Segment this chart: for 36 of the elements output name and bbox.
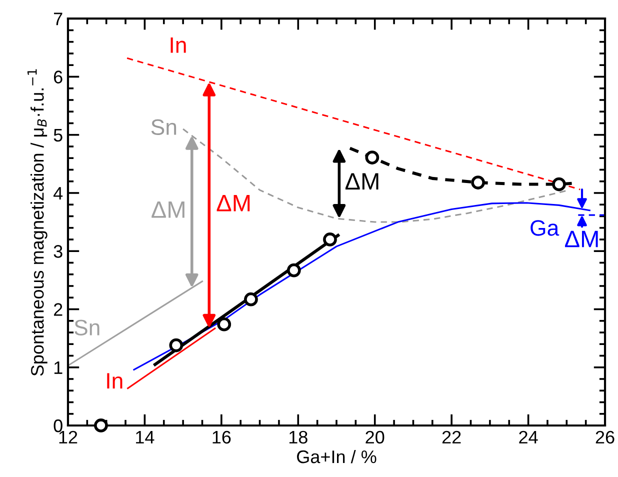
y-tick-label: 1 <box>54 361 62 374</box>
annotation: ΔM <box>345 173 378 190</box>
y-axis-title: Spontaneous magnetization / μ$_{B}$·f.u.$^{−1}$ <box>27 69 48 376</box>
point <box>94 418 108 432</box>
point <box>244 292 258 306</box>
point <box>286 263 301 278</box>
series-label: Sn <box>151 119 176 136</box>
y-tick-label: 5 <box>54 128 62 142</box>
annotation: ΔM <box>564 230 598 248</box>
y-tick-label: 3 <box>54 245 62 258</box>
x-tick-label: 18 <box>289 430 308 444</box>
point <box>323 232 337 246</box>
series-label: Sn <box>74 320 100 336</box>
point <box>471 176 485 190</box>
y-tick-label: 4 <box>53 187 63 200</box>
y-tick-label: 6 <box>54 70 62 84</box>
x-tick-label: 12 <box>59 430 78 444</box>
x-tick-label: 14 <box>136 431 154 444</box>
point <box>552 177 566 192</box>
series-label: In <box>107 373 122 388</box>
y-tick-label: 2 <box>54 303 62 316</box>
point <box>365 150 380 164</box>
x-tick-label: 16 <box>212 430 231 444</box>
series-label: In <box>170 37 186 53</box>
annotation: ΔM <box>216 195 250 212</box>
y-tick-label: 0 <box>54 419 62 432</box>
x-axis-title: Ga+In / % <box>297 450 376 464</box>
x-tick-label: 22 <box>442 430 461 444</box>
x-tick-label: 24 <box>519 430 538 444</box>
series-label: Ga <box>530 220 560 236</box>
y-tick-label: 7 <box>54 12 62 26</box>
point <box>217 317 232 332</box>
x-tick-label: 20 <box>366 430 384 444</box>
x-tick-label: 26 <box>596 430 614 444</box>
annotation: ΔM <box>152 201 184 218</box>
point <box>169 338 184 352</box>
